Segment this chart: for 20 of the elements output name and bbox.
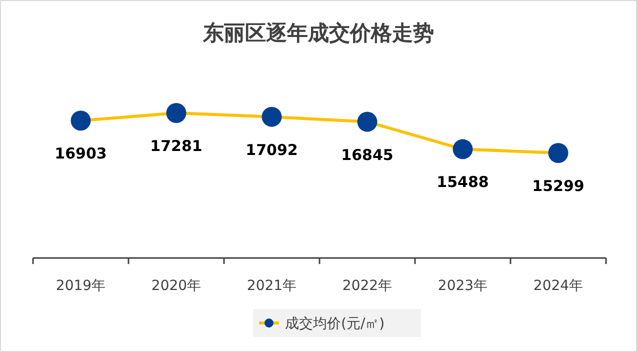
x-tick-label: 2020年 [151,278,202,294]
point [357,112,378,132]
data-label: 17092 [246,140,298,159]
x-tick-label: 2021年 [246,278,297,294]
point [70,110,91,131]
data-label: 15299 [532,177,584,195]
legend-label: 成交均价(元/㎡) [285,316,385,332]
point [262,106,282,127]
data-label: 16845 [341,146,394,164]
data-label: 15488 [436,173,489,192]
point [166,103,186,123]
x-tick-label: 2022年 [342,278,392,294]
data-label: 16903 [54,144,107,163]
data-label: 17281 [150,137,202,155]
point [548,143,568,163]
chart-title: 东丽区逐年成交价格走势 [202,21,434,45]
x-tick-label: 2023年 [438,278,488,294]
point [452,139,473,160]
x-tick-label: 2024年 [533,278,584,294]
x-tick-label: 2019年 [56,278,106,294]
